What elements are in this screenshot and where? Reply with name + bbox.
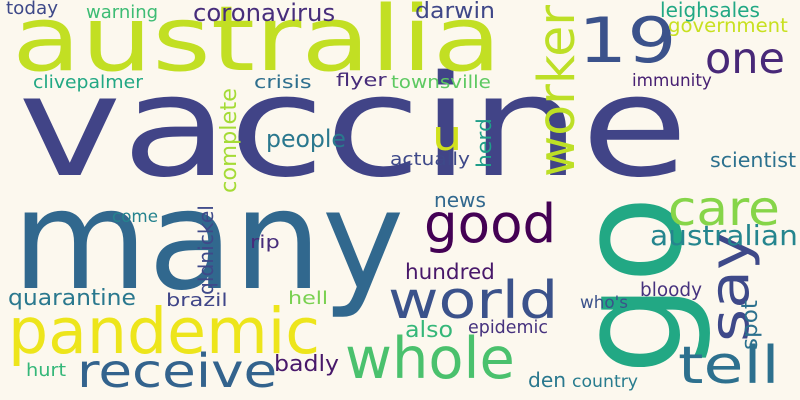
word-darwin: darwin (415, 0, 495, 24)
word-warning: warning (86, 2, 159, 23)
word-epidemic: epidemic (468, 318, 548, 338)
word-19: 19 (578, 4, 677, 77)
word-scientist: scientist (710, 148, 797, 172)
word-tell: tell (678, 336, 780, 396)
word-hurt: hurt (26, 360, 67, 381)
word-world: world (388, 271, 559, 331)
word-crisis: crisis (254, 72, 312, 93)
word-one: one (705, 34, 786, 84)
word-u: u (432, 111, 463, 160)
word-quarantine: quarantine (8, 286, 136, 311)
word-australia: australia (12, 0, 502, 92)
word-receive: receive (77, 344, 278, 398)
word-government: government (668, 14, 788, 37)
word-whole: whole (345, 325, 515, 392)
word-herd: herd (472, 118, 496, 168)
word-many: many (12, 160, 405, 321)
word-complete: complete (216, 88, 242, 193)
word-pandemic: pandemic (8, 294, 321, 368)
word-bloody: bloody (640, 280, 703, 301)
word-brazil: brazil (166, 290, 228, 311)
word-also: also (405, 318, 454, 343)
word-come: come (112, 206, 158, 226)
word-worker: worker (527, 5, 586, 177)
word-care: care (668, 181, 780, 237)
word-coronavirus: coronavirus (193, 0, 336, 27)
word-good: good (424, 193, 557, 255)
word-townsville: townsville (391, 72, 491, 93)
word-country: country (572, 372, 639, 392)
word-australian: australian (650, 219, 798, 252)
word-badly: badly (274, 352, 340, 377)
word-people: people (266, 125, 346, 153)
word-hundred: hundred (405, 260, 495, 285)
word-den: den (528, 368, 567, 392)
word-immunity: immunity (632, 70, 712, 90)
word-vaccine: vaccine (18, 46, 689, 209)
word-who-s: who's (580, 292, 628, 312)
word-news: news (434, 188, 486, 212)
word-actually: actually (390, 149, 470, 170)
word-spot: spot (738, 300, 763, 350)
word-flyer: flyer (336, 70, 387, 91)
word-rip: rip (250, 232, 280, 253)
word-today: today (6, 0, 59, 19)
word-clivepalmer: clivepalmer (33, 72, 143, 93)
word-hell: hell (288, 288, 329, 309)
word-qldnickel: qldnickel (194, 205, 218, 295)
word-leighsales: leighsales (660, 0, 760, 22)
